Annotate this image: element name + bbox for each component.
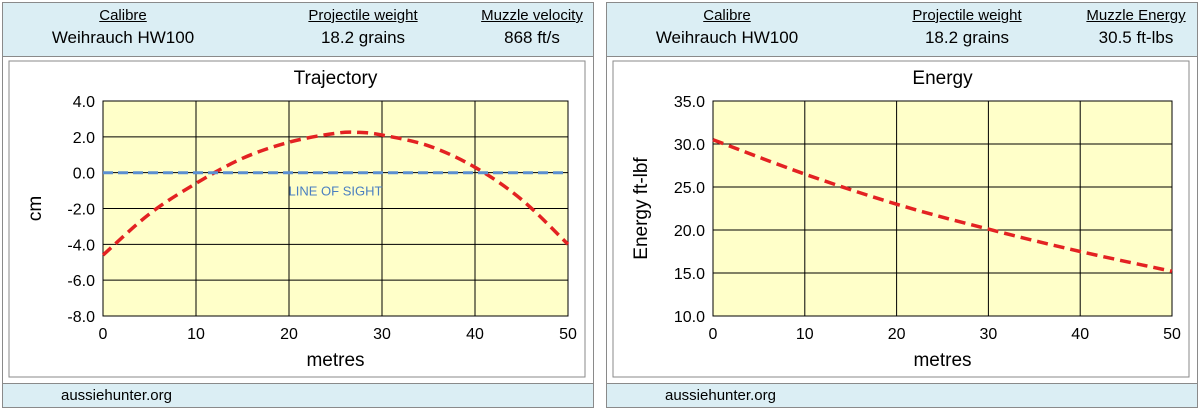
y-tick-label: -4.0 — [67, 237, 95, 254]
x-tick-label: 30 — [980, 326, 998, 343]
line-of-sight-label: LINE OF SIGHT — [289, 184, 383, 199]
weight-label: Projectile weight — [912, 7, 1022, 24]
trajectory-svg: 0 10 20 30 40 50 4.0 2.0 0.0 -2.0 -4.0 -6.0 -8.0 Traj… — [8, 60, 586, 378]
trajectory-chart: 0 10 20 30 40 50 4.0 2.0 0.0 -2.0 -4.0 -6.0 -8.0 Traj… — [3, 57, 593, 383]
chart-title: Energy — [912, 68, 973, 89]
calibre-label: Calibre — [99, 7, 147, 24]
x-tick-label: 0 — [99, 326, 108, 343]
y-tick-label: 20.0 — [674, 223, 705, 240]
ballistics-header: Calibre Weihrauch HW100 Projectile weigh… — [3, 3, 593, 57]
y-tick-label: 15.0 — [674, 266, 705, 283]
footer: aussiehunter.org — [3, 383, 593, 407]
y-tick-label: -2.0 — [67, 202, 95, 219]
y-tick-label: -8.0 — [67, 309, 95, 326]
y-tick-label: 4.0 — [73, 94, 95, 111]
y-axis-label: Energy ft-lbf — [631, 157, 652, 260]
x-tick-label: 0 — [709, 326, 718, 343]
calibre-cell: Calibre Weihrauch HW100 — [23, 6, 223, 50]
weight-label: Projectile weight — [308, 7, 418, 24]
weight-value: 18.2 grains — [924, 28, 1010, 47]
energy-value: 30.5 ft-lbs — [1098, 28, 1174, 47]
footer-text: aussiehunter.org — [665, 387, 776, 404]
calibre-label: Calibre — [703, 7, 751, 24]
weight-value: 18.2 grains — [320, 28, 406, 47]
plot-border — [102, 100, 569, 317]
trajectory-curve — [712, 138, 1173, 274]
footer-text: aussiehunter.org — [61, 387, 172, 404]
chart-title: Trajectory — [294, 68, 378, 89]
y-tick-label: 30.0 — [674, 137, 705, 154]
velocity-label: Muzzle velocity — [481, 7, 583, 24]
energy-panel: Calibre Weihrauch HW100 Projectile weigh… — [606, 2, 1198, 408]
y-tick-label: 0.0 — [73, 166, 95, 183]
x-tick-label: 40 — [466, 326, 484, 343]
y-tick-label: 35.0 — [674, 94, 705, 111]
calibre-value: Weihrauch HW100 — [655, 28, 799, 47]
energy-cell: Muzzle Energy 30.5 ft-lbs — [1075, 6, 1197, 50]
ballistics-header: Calibre Weihrauch HW100 Projectile weigh… — [607, 3, 1197, 57]
energy-chart: 0 10 20 30 40 50 35.0 30.0 25.0 20.0 15.0 10.0 Energ… — [607, 57, 1197, 383]
x-tick-label: 40 — [1071, 326, 1089, 343]
weight-cell: Projectile weight 18.2 grains — [273, 6, 453, 50]
calibre-cell: Calibre Weihrauch HW100 — [627, 6, 827, 50]
energy-svg: 0 10 20 30 40 50 35.0 30.0 25.0 20.0 15.0 10.0 Energ… — [612, 60, 1190, 378]
y-tick-label: -6.0 — [67, 273, 95, 290]
x-tick-label: 20 — [888, 326, 906, 343]
plot-border — [712, 100, 1173, 317]
y-axis-label: cm — [25, 196, 46, 221]
weight-cell: Projectile weight 18.2 grains — [877, 6, 1057, 50]
energy-label: Muzzle Energy — [1086, 7, 1186, 24]
trajectory-curve — [101, 130, 570, 257]
plot-area — [713, 101, 1172, 316]
y-tick-label: 10.0 — [674, 309, 705, 326]
x-tick-label: 20 — [280, 326, 298, 343]
x-tick-label: 50 — [559, 326, 577, 343]
x-axis-label: metres — [306, 350, 364, 371]
x-axis-label: metres — [913, 350, 971, 371]
velocity-value: 868 ft/s — [504, 28, 560, 47]
x-tick-label: 10 — [796, 326, 814, 343]
trajectory-panel: Calibre Weihrauch HW100 Projectile weigh… — [2, 2, 594, 408]
y-tick-label: 25.0 — [674, 180, 705, 197]
x-tick-label: 30 — [373, 326, 391, 343]
y-tick-label: 2.0 — [73, 130, 95, 147]
x-tick-label: 50 — [1163, 326, 1181, 343]
calibre-value: Weihrauch HW100 — [51, 28, 195, 47]
footer: aussiehunter.org — [607, 383, 1197, 407]
velocity-cell: Muzzle velocity 868 ft/s — [471, 6, 593, 50]
x-tick-label: 10 — [187, 326, 205, 343]
